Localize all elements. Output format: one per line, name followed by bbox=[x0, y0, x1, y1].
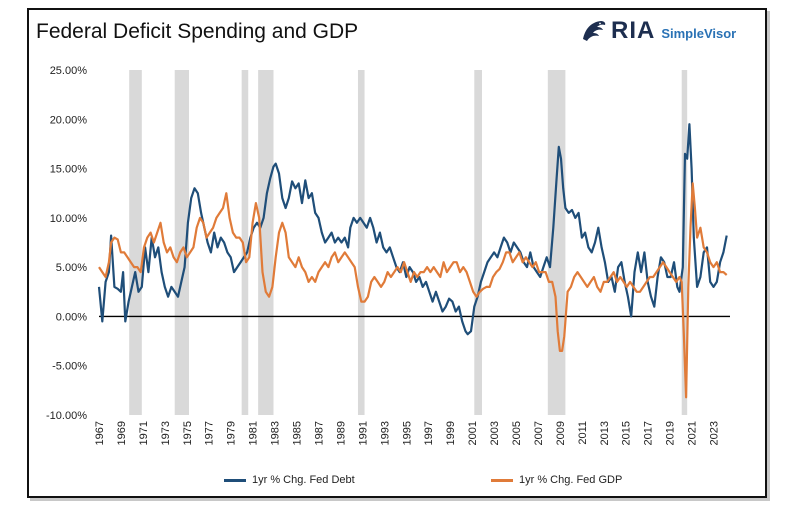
x-tick-label: 2017 bbox=[643, 421, 655, 445]
legend-swatch-gdp bbox=[491, 478, 513, 482]
series-line-fed-debt bbox=[97, 123, 728, 336]
x-tick-label: 2011 bbox=[577, 421, 589, 445]
y-tick-label: 15.00% bbox=[50, 164, 88, 176]
recession-band-1 bbox=[174, 70, 189, 415]
legend-label-debt: 1yr % Chg. Fed Debt bbox=[252, 474, 355, 486]
y-tick-label: 5.00% bbox=[56, 262, 87, 274]
x-tick-label: 2001 bbox=[467, 421, 479, 445]
recession-band-6 bbox=[547, 70, 566, 415]
x-tick-label: 2007 bbox=[533, 421, 545, 445]
x-tick-label: 2003 bbox=[489, 421, 501, 445]
series-line-fed-gdp bbox=[98, 182, 728, 399]
x-tick-label: 2005 bbox=[511, 421, 523, 445]
y-tick-label: 25.00% bbox=[50, 65, 88, 77]
recession-band-4 bbox=[357, 70, 365, 415]
recession-band-0 bbox=[129, 70, 142, 415]
x-tick-label: 2019 bbox=[665, 421, 677, 445]
eagle-head-icon bbox=[583, 21, 606, 41]
x-tick-label: 1999 bbox=[445, 421, 457, 445]
y-tick-label: 0.00% bbox=[56, 311, 87, 323]
brand-logo: RIA SimpleVisor bbox=[581, 17, 736, 45]
x-tick-label: 2015 bbox=[621, 421, 633, 445]
recession-bands bbox=[129, 70, 688, 415]
x-tick-label: 1995 bbox=[401, 421, 413, 445]
recession-band-5 bbox=[474, 70, 482, 415]
x-tick-label: 1985 bbox=[292, 421, 304, 445]
legend-item-gdp: 1yr % Chg. Fed GDP bbox=[491, 474, 622, 486]
x-tick-label: 1997 bbox=[423, 421, 435, 445]
y-tick-label: -10.00% bbox=[46, 410, 87, 422]
x-tick-label: 2009 bbox=[555, 421, 567, 445]
logo-product-text: SimpleVisor bbox=[661, 25, 737, 41]
legend: 1yr % Chg. Fed Debt 1yr % Chg. Fed GDP bbox=[0, 474, 800, 490]
x-tick-label: 1987 bbox=[313, 421, 325, 445]
legend-label-gdp: 1yr % Chg. Fed GDP bbox=[519, 474, 623, 486]
chart-title: Federal Deficit Spending and GDP bbox=[36, 20, 359, 43]
recession-band-3 bbox=[258, 70, 274, 415]
y-axis: -10.00% -5.00% 0.00% 5.00% 10.00% 15.00% 20.00… bbox=[46, 65, 87, 422]
y-tick-label: -5.00% bbox=[52, 361, 87, 373]
y-tick-label: 20.00% bbox=[50, 114, 88, 126]
legend-item-debt: 1yr % Chg. Fed Debt bbox=[224, 474, 355, 486]
x-tick-label: 1991 bbox=[357, 421, 369, 445]
x-tick-label: 1973 bbox=[160, 421, 172, 445]
x-axis: 1967 1969 1971 1973 1975 1977 1979 1981 1983 1985… bbox=[94, 421, 721, 445]
logo-brand-text: RIA bbox=[611, 17, 656, 44]
x-tick-label: 1993 bbox=[379, 421, 391, 445]
x-tick-label: 1971 bbox=[138, 421, 150, 445]
x-tick-label: 2021 bbox=[687, 421, 699, 445]
x-tick-label: 1981 bbox=[248, 421, 260, 445]
x-tick-label: 2023 bbox=[709, 421, 721, 445]
x-tick-label: 2013 bbox=[599, 421, 611, 445]
x-tick-label: 1989 bbox=[335, 421, 347, 445]
x-tick-label: 1969 bbox=[116, 421, 128, 445]
x-tick-label: 1983 bbox=[270, 421, 282, 445]
y-tick-label: 10.00% bbox=[50, 213, 88, 225]
recession-band-7 bbox=[681, 70, 688, 415]
x-tick-label: 1967 bbox=[94, 421, 106, 445]
x-tick-label: 1979 bbox=[226, 421, 238, 445]
x-tick-label: 1975 bbox=[182, 421, 194, 445]
legend-swatch-debt bbox=[224, 478, 246, 482]
recession-band-2 bbox=[241, 70, 249, 415]
series-layer bbox=[97, 123, 728, 399]
x-tick-label: 1977 bbox=[204, 421, 216, 445]
